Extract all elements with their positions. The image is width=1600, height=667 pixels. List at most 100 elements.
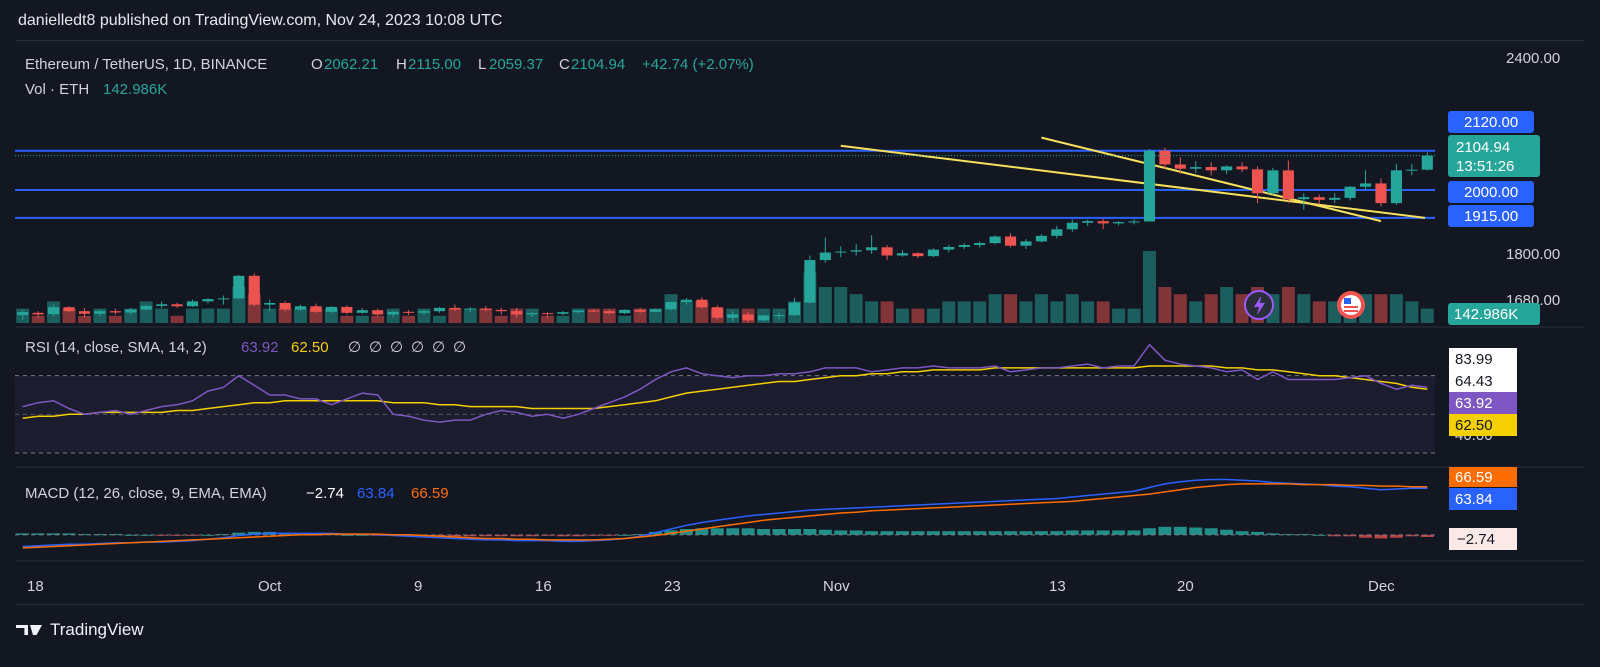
candle-body — [341, 306, 353, 313]
lightning-icon[interactable] — [1244, 290, 1274, 320]
candle-body — [711, 307, 723, 318]
candle-body — [1359, 183, 1372, 187]
candle-body — [1159, 150, 1171, 165]
candle-body — [1221, 166, 1233, 171]
price-axis-label-2400: 2400.00 — [1506, 50, 1560, 67]
volume-bar — [1374, 294, 1388, 323]
candle-body — [310, 306, 322, 312]
rsi-axis-label-64: 64.43 — [1455, 373, 1493, 390]
macd-histogram-bar — [525, 534, 539, 537]
candle-body — [495, 309, 507, 312]
macd-hist-badge — [1449, 528, 1517, 550]
symbol-label: Ethereum / TetherUS, 1D, BINANCE — [25, 56, 267, 73]
volume-bar — [541, 315, 554, 323]
candle-body — [403, 311, 415, 313]
macd-histogram-bar — [1343, 534, 1357, 537]
candle-body — [1113, 222, 1125, 224]
macd-histogram-bar — [77, 534, 91, 536]
rsi-axis-label-83: 83.99 — [1455, 351, 1493, 368]
volume-bar — [1096, 301, 1110, 323]
volume-bar — [1050, 301, 1064, 323]
macd-histogram-bar — [556, 534, 570, 537]
change-value: +42.74 (+2.07%) — [642, 56, 754, 73]
volume-bar — [880, 301, 894, 323]
volume-bar — [1127, 308, 1141, 323]
macd-badge — [1449, 488, 1517, 510]
candle-body — [541, 313, 554, 315]
volume-bar — [108, 315, 122, 323]
macd-histogram-bar — [664, 530, 678, 535]
macd-histogram-bar — [1004, 531, 1018, 535]
low-label: L — [478, 56, 486, 73]
chart-svg: Ethereum / TetherUS, 1D, BINANCE O 2062.… — [15, 41, 1585, 604]
volume-bar — [1004, 294, 1018, 323]
candle-body — [866, 247, 878, 251]
volume-bar — [1173, 294, 1187, 323]
rsi-badge-text: 63.92 — [1455, 395, 1493, 412]
chart-container[interactable]: Ethereum / TetherUS, 1D, BINANCE O 2062.… — [15, 40, 1585, 605]
volume-bar — [170, 315, 184, 323]
candle-body — [1236, 166, 1248, 170]
level-badge-2000-text: 2000.00 — [1464, 184, 1518, 201]
volume-bar — [911, 308, 925, 323]
volume-bar — [1405, 301, 1419, 323]
volume-bar — [1281, 287, 1295, 323]
macd-histogram-bar — [649, 531, 663, 535]
last-price-badge — [1448, 135, 1540, 177]
macd-histogram-bar — [803, 529, 817, 535]
candle-body — [572, 310, 584, 313]
candle-body — [896, 253, 909, 256]
macd-histogram-bar — [1328, 534, 1342, 537]
volume-bar — [988, 294, 1002, 323]
macd-histogram-bar — [973, 531, 987, 535]
candle-body — [63, 307, 75, 312]
candle-body — [171, 304, 183, 307]
rsi-empty-3: ∅ — [390, 339, 403, 356]
candle-body — [125, 309, 137, 313]
volume-bar — [1065, 294, 1079, 323]
us-flag-icon[interactable] — [1337, 291, 1365, 319]
time-axis-label-16: 16 — [535, 578, 552, 595]
candle-body — [1143, 150, 1156, 222]
volume-bar — [263, 308, 277, 323]
candle-body — [387, 311, 399, 315]
candle-body — [619, 309, 631, 314]
rsi-sma-badge — [1449, 414, 1517, 436]
candle-body — [927, 249, 939, 257]
candle-body — [1344, 186, 1356, 198]
tradingview-footer[interactable]: TradingView — [16, 620, 144, 640]
volume-bar — [571, 308, 585, 323]
candle-body — [325, 306, 337, 312]
candle-body — [1174, 164, 1186, 169]
volume-bar — [62, 308, 76, 323]
macd-histogram-bar — [1173, 526, 1187, 535]
rsi-empty-4: ∅ — [411, 339, 424, 356]
macd-histogram-bar — [1204, 528, 1218, 535]
candle-body — [248, 275, 260, 305]
open-label: O — [311, 56, 323, 73]
candle-body — [1406, 169, 1418, 171]
candle-body — [464, 308, 476, 310]
macd-histogram-bar — [1050, 531, 1064, 535]
volume-value: 142.986K — [103, 81, 167, 98]
candle-body — [17, 312, 29, 316]
macd-histogram-bar — [942, 531, 956, 535]
volume-bar — [216, 308, 230, 323]
volume-bar — [957, 301, 971, 323]
volume-bar — [896, 308, 909, 323]
macd-histogram-bar — [47, 533, 61, 535]
macd-signal-line — [22, 483, 1428, 549]
level-badge-1915-text: 1915.00 — [1464, 208, 1518, 225]
macd-histogram-bar — [1096, 530, 1110, 535]
macd-histogram-bar — [1389, 534, 1403, 538]
time-axis-label-18: 18 — [27, 578, 44, 595]
volume-bar — [432, 315, 446, 323]
rsi-value: 63.92 — [241, 339, 279, 356]
candle-body — [1051, 229, 1063, 236]
volume-bar — [139, 301, 153, 323]
macd-histogram-bar — [16, 533, 30, 535]
rsi-sma-value: 62.50 — [291, 339, 329, 356]
rsi-axis-badge-64 — [1449, 370, 1517, 392]
volume-bar — [618, 315, 632, 323]
